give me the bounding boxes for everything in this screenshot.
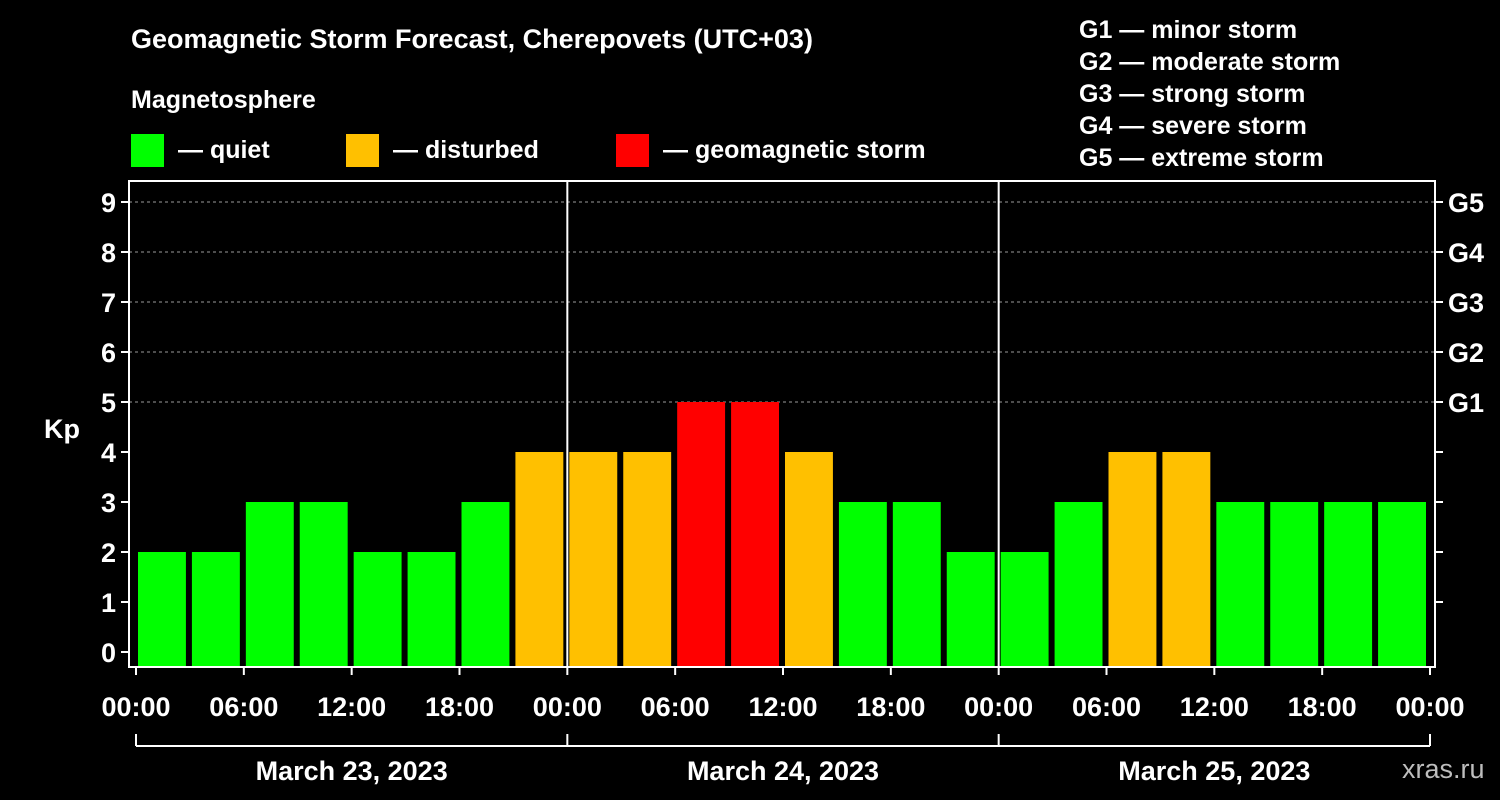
kp-bar — [677, 402, 726, 667]
legend-item-disturbed: — disturbed — [346, 133, 539, 167]
kp-bar — [191, 552, 240, 667]
legend-title: Magnetosphere — [131, 86, 316, 114]
legend-label-quiet: — quiet — [178, 135, 270, 164]
x-tick-label: 06:00 — [641, 692, 710, 722]
kp-bar — [1162, 452, 1211, 667]
kp-bar — [731, 402, 779, 667]
x-tick-label: 12:00 — [1180, 692, 1249, 722]
legend-item-storm: — geomagnetic storm — [616, 133, 926, 167]
kp-bar — [1000, 552, 1049, 667]
y-tick-label: 6 — [101, 338, 116, 368]
kp-bar — [299, 502, 348, 667]
legend-item-quiet: — quiet — [131, 133, 270, 167]
legend-label-disturbed: — disturbed — [393, 135, 539, 164]
x-tick-label: 06:00 — [209, 692, 278, 722]
y-tick-label: 8 — [101, 238, 116, 268]
y-tick-label: 4 — [101, 438, 116, 468]
x-tick-label: 12:00 — [748, 692, 817, 722]
day-label: March 23, 2023 — [256, 756, 448, 786]
kp-bar — [946, 552, 995, 667]
kp-bar — [1216, 502, 1265, 667]
kp-bar — [569, 452, 618, 667]
kp-bar — [892, 502, 941, 667]
g-level-label: G2 — [1448, 338, 1484, 368]
storm-level-g5: G5 — extreme storm — [1079, 144, 1324, 172]
day-label: March 24, 2023 — [687, 756, 879, 786]
kp-bar — [1270, 502, 1319, 667]
y-tick-label: 0 — [101, 638, 116, 668]
y-tick-label: 1 — [101, 588, 116, 618]
kp-bar — [515, 452, 564, 667]
x-tick-label: 12:00 — [317, 692, 386, 722]
storm-level-g2: G2 — moderate storm — [1079, 48, 1341, 76]
kp-bar — [138, 552, 186, 667]
g-level-label: G1 — [1448, 388, 1484, 418]
storm-level-g4: G4 — severe storm — [1079, 112, 1307, 140]
kp-bar — [1054, 502, 1103, 667]
x-tick-label: 06:00 — [1072, 692, 1141, 722]
g-level-label: G5 — [1448, 188, 1484, 218]
kp-bar — [1378, 502, 1426, 667]
kp-bar — [407, 552, 456, 667]
y-axis-label: Kp — [44, 414, 80, 444]
g-level-label: G4 — [1448, 238, 1484, 268]
legend-swatch-storm — [616, 133, 649, 167]
kp-bar — [838, 502, 887, 667]
storm-level-g1: G1 — minor storm — [1079, 16, 1298, 44]
x-tick-label: 18:00 — [856, 692, 925, 722]
storm-level-legend: G1 — minor storm G2 — moderate storm G3 … — [1079, 14, 1340, 174]
kp-bar — [1108, 452, 1157, 667]
kp-bar — [461, 502, 510, 667]
y-tick-label: 5 — [101, 388, 116, 418]
legend-swatch-disturbed — [346, 133, 379, 167]
kp-bar — [785, 452, 833, 667]
x-tick-label: 00:00 — [533, 692, 602, 722]
y-tick-label: 2 — [101, 538, 116, 568]
x-tick-label: 00:00 — [1395, 692, 1464, 722]
storm-level-g3: G3 — strong storm — [1079, 80, 1306, 108]
x-tick-label: 18:00 — [425, 692, 494, 722]
x-tick-label: 18:00 — [1288, 692, 1357, 722]
kp-bar — [1324, 502, 1373, 667]
chart-title: Geomagnetic Storm Forecast, Cherepovets … — [131, 24, 813, 54]
y-tick-label: 7 — [101, 288, 116, 318]
kp-bar — [245, 502, 294, 667]
legend-label-storm: — geomagnetic storm — [663, 135, 926, 164]
y-tick-label: 3 — [101, 488, 116, 518]
x-tick-label: 00:00 — [101, 692, 170, 722]
x-tick-label: 00:00 — [964, 692, 1033, 722]
y-tick-label: 9 — [101, 188, 116, 218]
day-label: March 25, 2023 — [1118, 756, 1310, 786]
legend-swatch-quiet — [131, 133, 164, 167]
watermark: xras.ru — [1402, 754, 1485, 784]
kp-bar — [623, 452, 672, 667]
kp-bar — [353, 552, 402, 667]
g-level-label: G3 — [1448, 288, 1484, 318]
